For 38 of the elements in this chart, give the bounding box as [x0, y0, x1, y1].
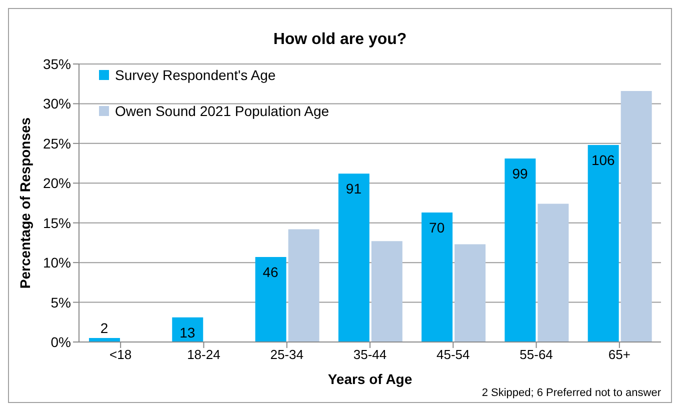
x-tick-label: 25-34 — [270, 347, 304, 362]
annotation: 106 — [591, 152, 616, 168]
y-tick-label: 10% — [42, 254, 71, 271]
x-tick-label: 55-64 — [520, 347, 553, 362]
x-axis-title: Years of Age — [328, 371, 412, 387]
x-tick-label: 45-54 — [436, 347, 470, 362]
chart-title: How old are you? — [272, 31, 408, 49]
annotation: 91 — [346, 180, 362, 197]
y-axis-title: Percentage of Responses — [16, 117, 33, 289]
bar — [338, 174, 370, 342]
bar — [454, 244, 486, 342]
legend-label: Owen Sound 2021 Population Age — [115, 102, 330, 121]
bar — [620, 91, 652, 342]
annotation: 99 — [512, 166, 528, 182]
y-tick-label: 35% — [42, 56, 71, 72]
y-tick-label: 0% — [50, 334, 71, 350]
annotation: 2 — [100, 320, 108, 336]
y-tick-label: 15% — [42, 214, 71, 231]
annotation: 13 — [180, 324, 196, 340]
bar — [288, 229, 320, 342]
bar — [504, 158, 536, 342]
text: 2 Skipped; 6 Preferred not to answer — [482, 387, 661, 399]
x-tick-label: <18 — [110, 347, 132, 362]
y-tick-label: 20% — [42, 175, 71, 192]
x-tick-label: 35-44 — [353, 347, 387, 362]
x-tick-label: 18-24 — [187, 347, 220, 362]
annotation: 70 — [429, 220, 445, 236]
x-tick-label: 65+ — [608, 347, 630, 362]
y-tick-label: 5% — [50, 294, 71, 310]
legend-label: Survey Respondent's Age — [115, 66, 276, 85]
bar — [422, 212, 453, 342]
bar — [588, 145, 619, 342]
y-tick-label: 25% — [42, 135, 71, 152]
annotation: 46 — [262, 264, 279, 280]
bar — [371, 241, 402, 342]
bar — [255, 257, 286, 342]
y-tick-label: 30% — [42, 96, 71, 112]
bar — [538, 204, 569, 342]
